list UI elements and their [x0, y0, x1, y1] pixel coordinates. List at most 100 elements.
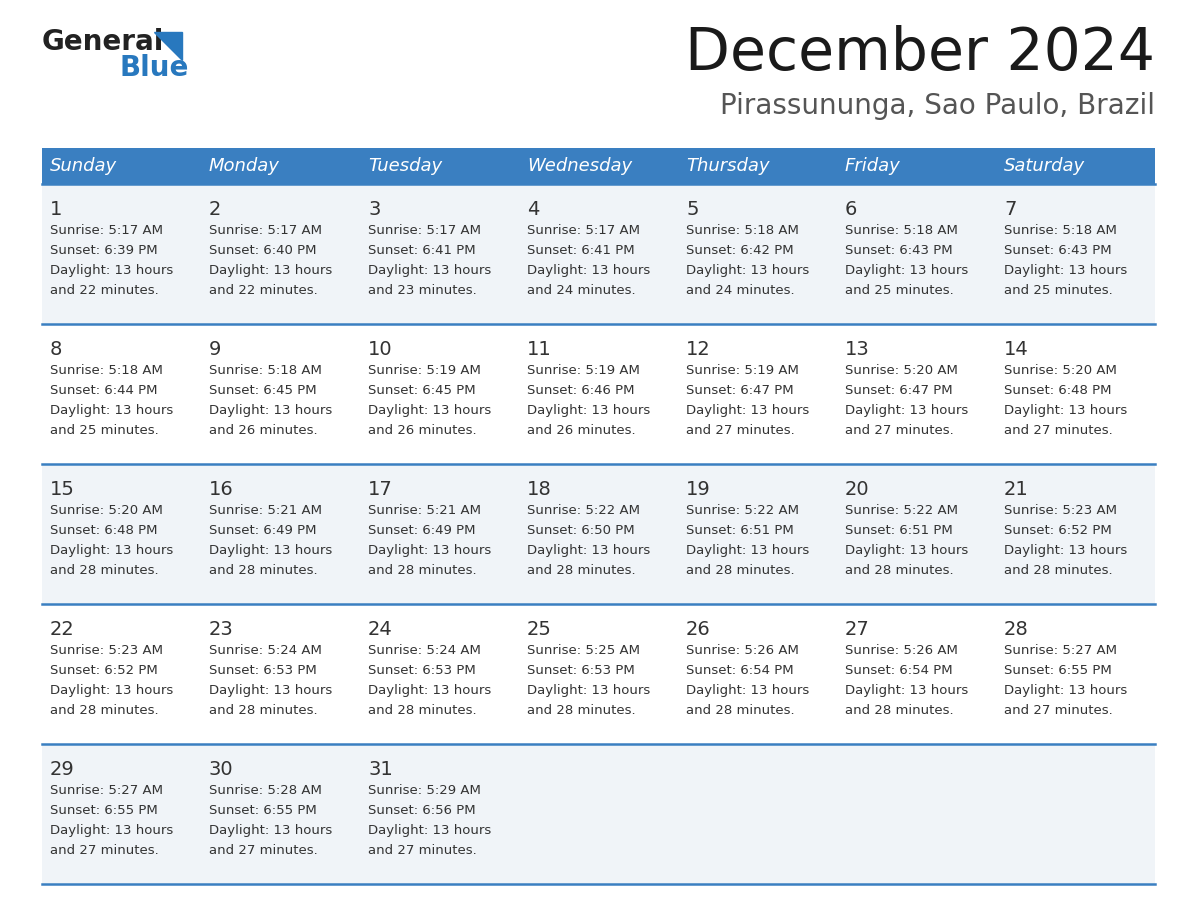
Text: Sunrise: 5:23 AM: Sunrise: 5:23 AM	[1004, 504, 1117, 517]
Polygon shape	[154, 32, 182, 60]
Text: Daylight: 13 hours: Daylight: 13 hours	[527, 544, 650, 557]
Text: Daylight: 13 hours: Daylight: 13 hours	[1004, 404, 1127, 417]
Text: Daylight: 13 hours: Daylight: 13 hours	[685, 544, 809, 557]
Text: Daylight: 13 hours: Daylight: 13 hours	[209, 824, 333, 837]
Text: Sunset: 6:52 PM: Sunset: 6:52 PM	[1004, 524, 1112, 537]
Text: 14: 14	[1004, 340, 1029, 359]
Text: Sunset: 6:53 PM: Sunset: 6:53 PM	[209, 664, 317, 677]
Text: Sunrise: 5:18 AM: Sunrise: 5:18 AM	[209, 364, 322, 377]
Text: and 28 minutes.: and 28 minutes.	[845, 704, 954, 717]
Text: Daylight: 13 hours: Daylight: 13 hours	[685, 264, 809, 277]
Text: 2: 2	[209, 200, 221, 219]
Text: Sunset: 6:54 PM: Sunset: 6:54 PM	[685, 664, 794, 677]
Text: Sunset: 6:45 PM: Sunset: 6:45 PM	[368, 384, 475, 397]
Text: and 28 minutes.: and 28 minutes.	[1004, 564, 1113, 577]
Text: Sunset: 6:50 PM: Sunset: 6:50 PM	[527, 524, 634, 537]
Text: Sunrise: 5:29 AM: Sunrise: 5:29 AM	[368, 784, 481, 797]
Text: Saturday: Saturday	[1004, 157, 1085, 175]
Text: 29: 29	[50, 760, 75, 779]
Text: Sunrise: 5:22 AM: Sunrise: 5:22 AM	[685, 504, 800, 517]
Text: Daylight: 13 hours: Daylight: 13 hours	[368, 824, 492, 837]
Text: 13: 13	[845, 340, 870, 359]
Text: Daylight: 13 hours: Daylight: 13 hours	[527, 264, 650, 277]
Text: Sunrise: 5:23 AM: Sunrise: 5:23 AM	[50, 644, 163, 657]
Text: General: General	[42, 28, 164, 56]
Text: Daylight: 13 hours: Daylight: 13 hours	[845, 264, 968, 277]
Text: Daylight: 13 hours: Daylight: 13 hours	[209, 684, 333, 697]
Text: Sunset: 6:55 PM: Sunset: 6:55 PM	[1004, 664, 1112, 677]
Bar	[42, 324, 1155, 464]
Text: Daylight: 13 hours: Daylight: 13 hours	[1004, 544, 1127, 557]
Text: 17: 17	[368, 480, 393, 499]
Text: and 24 minutes.: and 24 minutes.	[685, 284, 795, 297]
Text: Daylight: 13 hours: Daylight: 13 hours	[685, 404, 809, 417]
Text: Daylight: 13 hours: Daylight: 13 hours	[368, 684, 492, 697]
Text: Daylight: 13 hours: Daylight: 13 hours	[527, 404, 650, 417]
Text: and 26 minutes.: and 26 minutes.	[209, 424, 317, 437]
Text: Tuesday: Tuesday	[368, 157, 442, 175]
Text: and 28 minutes.: and 28 minutes.	[50, 704, 159, 717]
Text: and 28 minutes.: and 28 minutes.	[685, 704, 795, 717]
Text: and 27 minutes.: and 27 minutes.	[845, 424, 954, 437]
Text: Sunrise: 5:18 AM: Sunrise: 5:18 AM	[685, 224, 798, 237]
Text: and 23 minutes.: and 23 minutes.	[368, 284, 476, 297]
Text: Sunrise: 5:20 AM: Sunrise: 5:20 AM	[50, 504, 163, 517]
Text: and 26 minutes.: and 26 minutes.	[368, 424, 476, 437]
Text: Sunset: 6:40 PM: Sunset: 6:40 PM	[209, 244, 316, 257]
Text: and 28 minutes.: and 28 minutes.	[527, 704, 636, 717]
Text: Monday: Monday	[209, 157, 280, 175]
Text: Daylight: 13 hours: Daylight: 13 hours	[845, 544, 968, 557]
Text: Sunset: 6:41 PM: Sunset: 6:41 PM	[368, 244, 475, 257]
Text: Blue: Blue	[120, 54, 189, 82]
Text: Daylight: 13 hours: Daylight: 13 hours	[50, 684, 173, 697]
Text: Sunrise: 5:17 AM: Sunrise: 5:17 AM	[209, 224, 322, 237]
Text: 18: 18	[527, 480, 551, 499]
Text: 8: 8	[50, 340, 63, 359]
Text: Sunset: 6:47 PM: Sunset: 6:47 PM	[685, 384, 794, 397]
Text: and 27 minutes.: and 27 minutes.	[368, 844, 476, 857]
Text: Sunset: 6:56 PM: Sunset: 6:56 PM	[368, 804, 475, 817]
Text: 5: 5	[685, 200, 699, 219]
Text: and 28 minutes.: and 28 minutes.	[368, 564, 476, 577]
Text: and 26 minutes.: and 26 minutes.	[527, 424, 636, 437]
Text: Daylight: 13 hours: Daylight: 13 hours	[1004, 684, 1127, 697]
Text: Sunrise: 5:19 AM: Sunrise: 5:19 AM	[368, 364, 481, 377]
Text: and 28 minutes.: and 28 minutes.	[527, 564, 636, 577]
Text: Friday: Friday	[845, 157, 901, 175]
Text: Sunset: 6:43 PM: Sunset: 6:43 PM	[845, 244, 953, 257]
Text: Daylight: 13 hours: Daylight: 13 hours	[50, 404, 173, 417]
Text: 19: 19	[685, 480, 710, 499]
Text: Daylight: 13 hours: Daylight: 13 hours	[50, 544, 173, 557]
Text: Sunrise: 5:18 AM: Sunrise: 5:18 AM	[845, 224, 958, 237]
Bar	[42, 744, 1155, 884]
Text: Sunrise: 5:17 AM: Sunrise: 5:17 AM	[50, 224, 163, 237]
Text: and 25 minutes.: and 25 minutes.	[1004, 284, 1113, 297]
Text: Daylight: 13 hours: Daylight: 13 hours	[368, 404, 492, 417]
Text: Thursday: Thursday	[685, 157, 770, 175]
Text: Sunset: 6:55 PM: Sunset: 6:55 PM	[209, 804, 317, 817]
Text: 7: 7	[1004, 200, 1017, 219]
Text: 30: 30	[209, 760, 234, 779]
Text: Daylight: 13 hours: Daylight: 13 hours	[50, 264, 173, 277]
Text: and 28 minutes.: and 28 minutes.	[209, 564, 317, 577]
Text: Sunset: 6:51 PM: Sunset: 6:51 PM	[685, 524, 794, 537]
Text: 12: 12	[685, 340, 710, 359]
Text: Daylight: 13 hours: Daylight: 13 hours	[1004, 264, 1127, 277]
Text: 6: 6	[845, 200, 858, 219]
Text: Sunset: 6:43 PM: Sunset: 6:43 PM	[1004, 244, 1112, 257]
Text: 15: 15	[50, 480, 75, 499]
Bar	[42, 464, 1155, 604]
Text: Sunrise: 5:26 AM: Sunrise: 5:26 AM	[685, 644, 798, 657]
Text: 31: 31	[368, 760, 393, 779]
Text: Sunrise: 5:28 AM: Sunrise: 5:28 AM	[209, 784, 322, 797]
Text: Sunset: 6:55 PM: Sunset: 6:55 PM	[50, 804, 158, 817]
Bar	[42, 604, 1155, 744]
Text: Sunrise: 5:24 AM: Sunrise: 5:24 AM	[209, 644, 322, 657]
Text: Sunset: 6:52 PM: Sunset: 6:52 PM	[50, 664, 158, 677]
Text: Daylight: 13 hours: Daylight: 13 hours	[685, 684, 809, 697]
Text: Sunrise: 5:21 AM: Sunrise: 5:21 AM	[209, 504, 322, 517]
Text: Sunday: Sunday	[50, 157, 118, 175]
Text: and 28 minutes.: and 28 minutes.	[845, 564, 954, 577]
Text: Sunset: 6:49 PM: Sunset: 6:49 PM	[209, 524, 316, 537]
Text: and 27 minutes.: and 27 minutes.	[50, 844, 159, 857]
